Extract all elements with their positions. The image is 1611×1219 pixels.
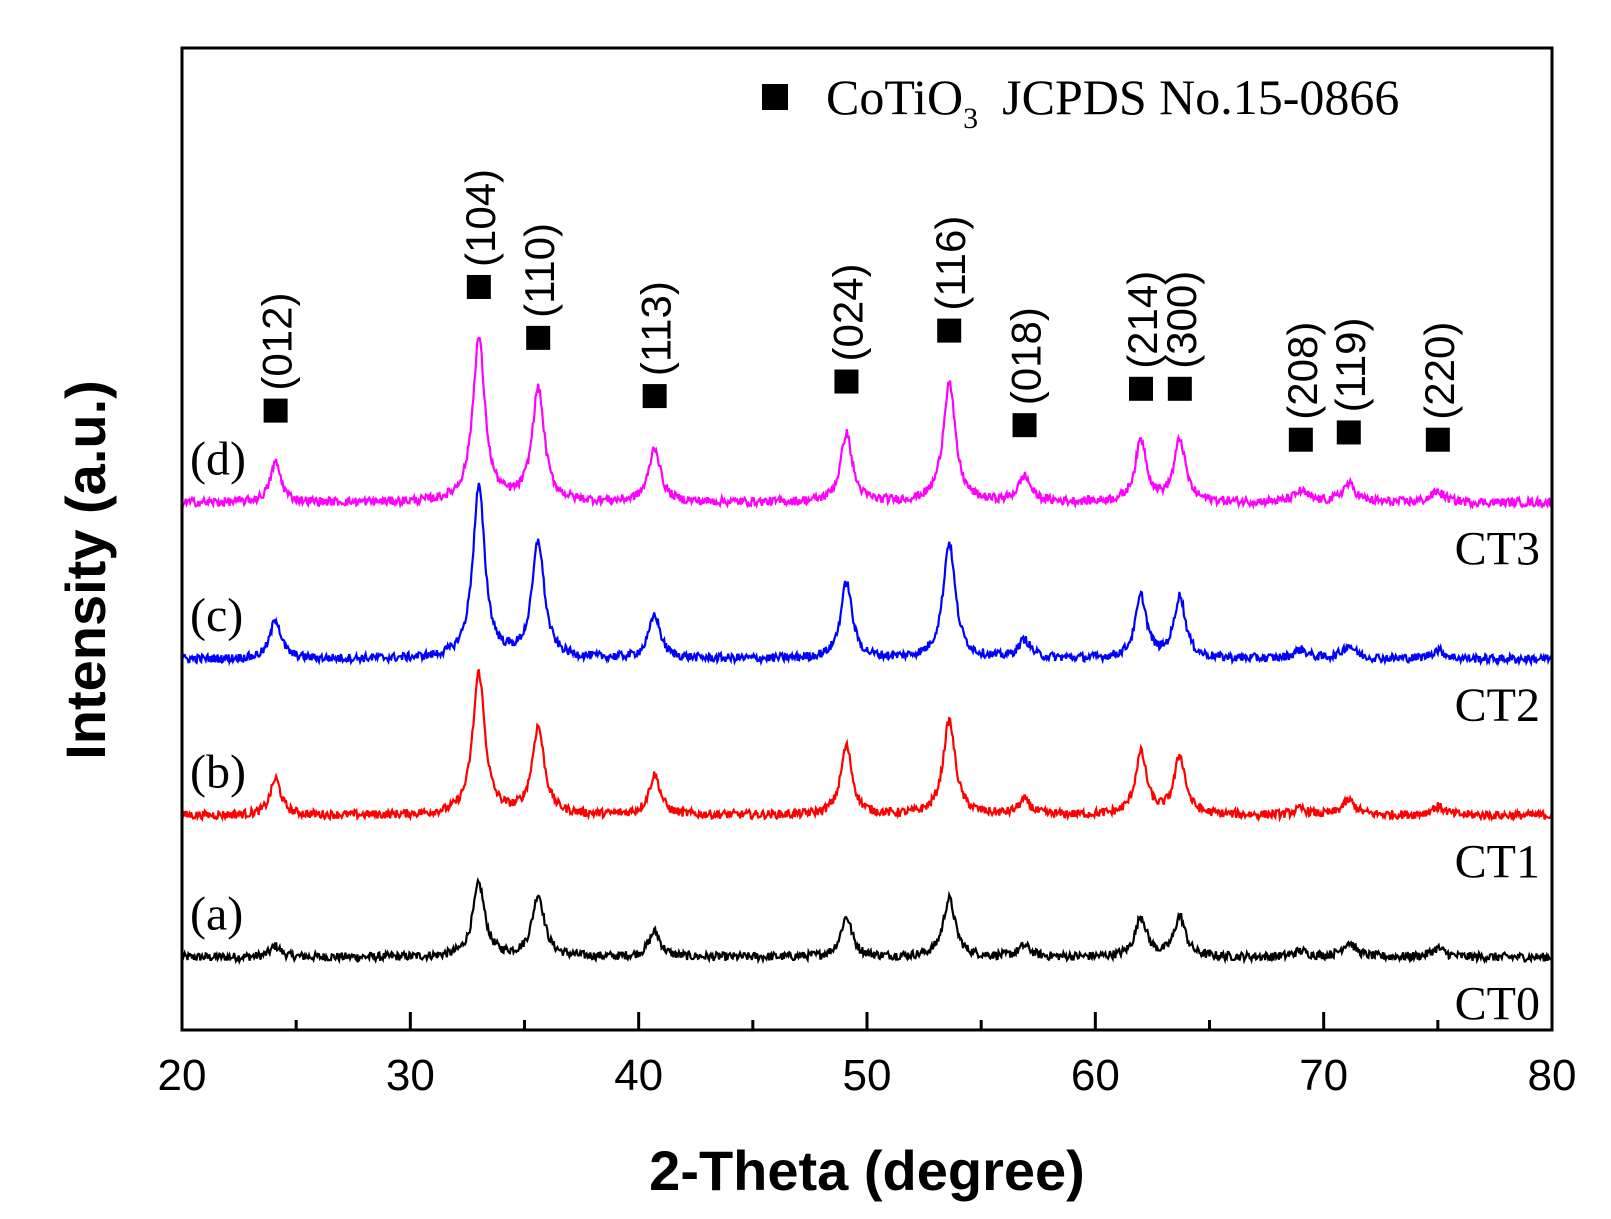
x-tick-label: 30	[386, 1051, 435, 1100]
legend: CoTiO3 JCPDS No.15-0866	[762, 69, 1399, 135]
series-line-ct2	[180, 482, 1554, 668]
peak-hkl-label: (113)	[633, 281, 680, 376]
series-layer	[180, 336, 1554, 966]
peak-hkl-label: (300)	[1158, 271, 1205, 369]
peak-hkl-label: (012)	[254, 293, 301, 391]
peak-marker-square	[1012, 413, 1037, 438]
peak-marker-square	[1288, 427, 1313, 452]
x-axis-ticks: 20 30 40 50 60 70 80	[158, 1012, 1577, 1100]
series-name-label: CT0	[1455, 977, 1540, 1030]
series-line-ct3	[180, 336, 1554, 511]
peak-hkl-label: (119)	[1327, 317, 1374, 412]
series-letter-label: (a)	[190, 887, 243, 940]
legend-formula-subscript: 3	[963, 102, 978, 135]
peak-markers-layer: (012) (104) (110) (113) (024) (116) (018) (214)…	[254, 169, 1463, 452]
x-tick-label: 80	[1528, 1051, 1577, 1100]
peak-hkl-label: (116)	[927, 216, 974, 311]
legend-reference: JCPDS No.15-0866	[1002, 69, 1399, 125]
peak-marker-square	[263, 398, 288, 423]
series-letter-label: (b)	[190, 745, 246, 798]
x-tick-label: 70	[1299, 1051, 1348, 1100]
peak-marker-square	[937, 318, 962, 343]
legend-formula-main: CoTiO	[826, 69, 963, 125]
legend-square-marker	[762, 84, 788, 110]
peak-marker-square	[1129, 376, 1153, 401]
peak-marker-square	[1425, 427, 1450, 452]
peak-marker-square	[834, 369, 859, 394]
x-tick-label: 20	[158, 1051, 207, 1100]
y-axis-title: Intensity (a.u.)	[54, 380, 117, 760]
series-letter-label: (c)	[190, 589, 243, 642]
peak-hkl-label: (018)	[1003, 307, 1050, 405]
peak-hkl-label: (220)	[1416, 322, 1463, 420]
peak-hkl-label: (110)	[516, 223, 563, 318]
peak-hkl-label: (208)	[1279, 322, 1326, 420]
series-name-label: CT1	[1455, 835, 1540, 888]
peak-hkl-label: (214)	[1119, 271, 1166, 369]
series-line-ct1	[180, 668, 1553, 823]
x-tick-label: 60	[1071, 1051, 1120, 1100]
series-name-label: CT2	[1455, 679, 1540, 732]
x-tick-label: 50	[843, 1051, 892, 1100]
x-axis-title: 2-Theta (degree)	[649, 1139, 1085, 1202]
series-letter-label: (d)	[190, 433, 246, 486]
series-line-ct0	[180, 877, 1553, 966]
peak-marker-square	[642, 384, 667, 409]
peak-marker-square	[1336, 420, 1361, 445]
peak-marker-square	[1167, 376, 1192, 401]
x-tick-label: 40	[614, 1051, 663, 1100]
peak-hkl-label: (024)	[825, 263, 872, 361]
series-labels-layer: (a) CT0 (b) CT1 (c) CT2 (d) CT3	[190, 433, 1540, 1031]
peak-marker-square	[526, 325, 551, 350]
legend-label: CoTiO3 JCPDS No.15-0866	[826, 69, 1399, 135]
series-name-label: CT3	[1455, 523, 1540, 576]
peak-marker-square	[466, 274, 491, 299]
peak-hkl-label: (104)	[457, 169, 504, 267]
